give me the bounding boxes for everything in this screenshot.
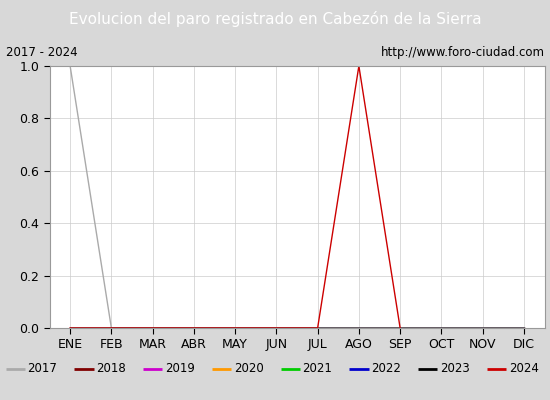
Text: 2017 - 2024: 2017 - 2024 bbox=[6, 46, 77, 59]
Text: http://www.foro-ciudad.com: http://www.foro-ciudad.com bbox=[381, 46, 544, 59]
Text: 2019: 2019 bbox=[165, 362, 195, 376]
Text: 2017: 2017 bbox=[28, 362, 57, 376]
Text: 2018: 2018 bbox=[96, 362, 126, 376]
Text: 2023: 2023 bbox=[440, 362, 470, 376]
Text: 2021: 2021 bbox=[302, 362, 332, 376]
Text: 2020: 2020 bbox=[234, 362, 263, 376]
Text: 2024: 2024 bbox=[509, 362, 538, 376]
Text: 2022: 2022 bbox=[371, 362, 401, 376]
Text: Evolucion del paro registrado en Cabezón de la Sierra: Evolucion del paro registrado en Cabezón… bbox=[69, 11, 481, 27]
